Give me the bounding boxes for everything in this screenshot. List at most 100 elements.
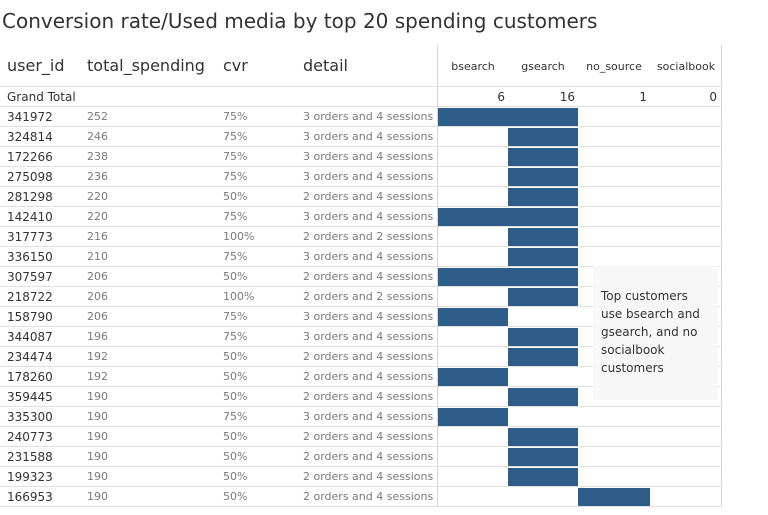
user-id-cell: 178260: [7, 370, 53, 384]
media-mark-gsearch[interactable]: [508, 108, 578, 127]
user-id-cell: 234474: [7, 350, 53, 364]
cvr-cell: 75%: [223, 410, 248, 423]
media-mark-bsearch[interactable]: [438, 308, 508, 327]
row-divider: [0, 466, 722, 467]
detail-cell: 3 orders and 4 sessions: [303, 130, 434, 143]
grand-total-gsearch: 16: [559, 90, 575, 104]
detail-cell: 2 orders and 2 sessions: [303, 230, 434, 243]
row-divider: [0, 266, 722, 267]
detail-cell: 2 orders and 4 sessions: [303, 350, 434, 363]
media-mark-gsearch[interactable]: [508, 448, 578, 467]
media-mark-gsearch[interactable]: [508, 128, 578, 147]
col-header-total-spending[interactable]: total_spending: [87, 56, 205, 75]
total-spending-cell: 246: [87, 130, 108, 143]
cvr-cell: 100%: [223, 230, 255, 243]
cvr-cell: 75%: [223, 250, 248, 263]
media-mark-no_source[interactable]: [578, 488, 650, 507]
col-header-bsearch[interactable]: bsearch: [451, 60, 495, 73]
media-mark-gsearch[interactable]: [508, 268, 578, 287]
col-header-no-source[interactable]: no_source: [586, 60, 642, 73]
media-mark-gsearch[interactable]: [508, 288, 578, 307]
media-mark-bsearch[interactable]: [438, 108, 508, 127]
media-mark-gsearch[interactable]: [508, 148, 578, 167]
row-divider: [0, 186, 722, 187]
row-divider: [0, 486, 722, 487]
media-mark-gsearch[interactable]: [508, 428, 578, 447]
media-mark-gsearch[interactable]: [508, 228, 578, 247]
cvr-cell: 50%: [223, 430, 248, 443]
cvr-cell: 75%: [223, 210, 248, 223]
header-divider: [0, 86, 722, 87]
total-spending-cell: 206: [87, 290, 108, 303]
user-id-cell: 281298: [7, 190, 53, 204]
total-spending-cell: 190: [87, 450, 108, 463]
grand-total-bsearch: 6: [497, 90, 505, 104]
media-mark-bsearch[interactable]: [438, 408, 508, 427]
detail-cell: 2 orders and 4 sessions: [303, 430, 434, 443]
row-divider: [0, 326, 722, 327]
user-id-cell: 307597: [7, 270, 53, 284]
total-spending-cell: 190: [87, 410, 108, 423]
user-id-cell: 317773: [7, 230, 53, 244]
row-divider: [0, 126, 722, 127]
matrix-left-divider: [437, 45, 438, 507]
col-header-detail[interactable]: detail: [303, 56, 348, 75]
cvr-cell: 50%: [223, 490, 248, 503]
user-id-cell: 335300: [7, 410, 53, 424]
col-header-cvr[interactable]: cvr: [223, 56, 248, 75]
media-mark-gsearch[interactable]: [508, 328, 578, 347]
detail-cell: 3 orders and 4 sessions: [303, 170, 434, 183]
user-id-cell: 324814: [7, 130, 53, 144]
detail-cell: 3 orders and 4 sessions: [303, 250, 434, 263]
col-header-user-id[interactable]: user_id: [7, 56, 65, 75]
detail-cell: 3 orders and 4 sessions: [303, 210, 434, 223]
row-divider: [0, 366, 722, 367]
cvr-cell: 75%: [223, 110, 248, 123]
user-id-cell: 344087: [7, 330, 53, 344]
media-mark-gsearch[interactable]: [508, 168, 578, 187]
row-divider: [0, 506, 722, 507]
grand-total-socialbook: 0: [709, 90, 717, 104]
user-id-cell: 199323: [7, 470, 53, 484]
row-divider: [0, 306, 722, 307]
detail-cell: 3 orders and 4 sessions: [303, 310, 434, 323]
user-id-cell: 142410: [7, 210, 53, 224]
total-spending-cell: 190: [87, 470, 108, 483]
cvr-cell: 75%: [223, 170, 248, 183]
cvr-cell: 50%: [223, 390, 248, 403]
total-spending-cell: 192: [87, 350, 108, 363]
row-divider: [0, 206, 722, 207]
user-id-cell: 166953: [7, 490, 53, 504]
media-mark-gsearch[interactable]: [508, 348, 578, 367]
grand-total-label: Grand Total: [7, 90, 76, 104]
detail-cell: 2 orders and 4 sessions: [303, 270, 434, 283]
col-header-socialbook[interactable]: socialbook: [656, 60, 716, 73]
media-mark-gsearch[interactable]: [508, 188, 578, 207]
row-divider: [0, 406, 722, 407]
total-spending-cell: 216: [87, 230, 108, 243]
detail-cell: 2 orders and 4 sessions: [303, 490, 434, 503]
row-divider: [0, 386, 722, 387]
media-mark-bsearch[interactable]: [438, 268, 508, 287]
media-mark-gsearch[interactable]: [508, 468, 578, 487]
detail-cell: 3 orders and 4 sessions: [303, 410, 434, 423]
media-mark-bsearch[interactable]: [438, 208, 508, 227]
total-spending-cell: 190: [87, 390, 108, 403]
media-mark-gsearch[interactable]: [508, 208, 578, 227]
col-header-gsearch[interactable]: gsearch: [521, 60, 565, 73]
media-mark-bsearch[interactable]: [438, 368, 508, 387]
detail-cell: 3 orders and 4 sessions: [303, 150, 434, 163]
detail-cell: 2 orders and 4 sessions: [303, 450, 434, 463]
user-id-cell: 172266: [7, 150, 53, 164]
total-spending-cell: 190: [87, 430, 108, 443]
media-mark-gsearch[interactable]: [508, 248, 578, 267]
detail-cell: 2 orders and 4 sessions: [303, 190, 434, 203]
row-divider: [0, 446, 722, 447]
total-spending-cell: 206: [87, 270, 108, 283]
media-mark-gsearch[interactable]: [508, 388, 578, 407]
grand-total-divider: [0, 106, 722, 107]
row-divider: [0, 246, 722, 247]
total-spending-cell: 220: [87, 210, 108, 223]
user-id-cell: 336150: [7, 250, 53, 264]
cvr-cell: 75%: [223, 330, 248, 343]
